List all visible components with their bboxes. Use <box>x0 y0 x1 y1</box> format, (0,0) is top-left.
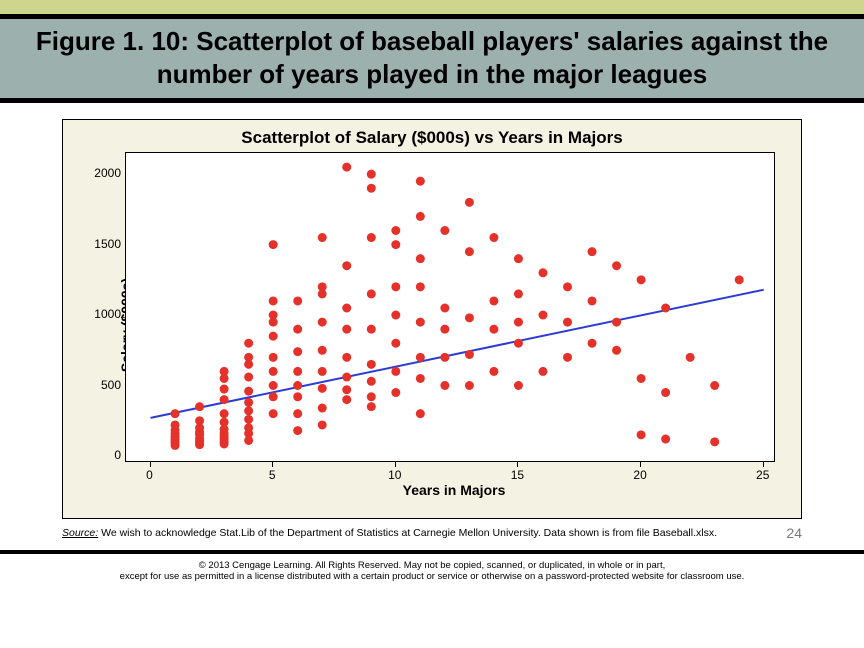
x-tick-label: 10 <box>388 468 401 482</box>
x-tick-mark <box>640 462 641 467</box>
bottom-rule <box>0 550 864 554</box>
plot-region: Salary ($000s) 0500100015002000 05101520… <box>125 152 783 498</box>
x-tick-mark <box>272 462 273 467</box>
x-tick-label: 15 <box>511 468 524 482</box>
y-tick-mark <box>125 174 126 175</box>
y-tick-mark <box>125 245 126 246</box>
x-tick-mark <box>517 462 518 467</box>
y-tick-mark <box>125 386 126 387</box>
copyright-line-1: © 2013 Cengage Learning. All Rights Rese… <box>30 560 834 572</box>
x-tick-label: 0 <box>146 468 153 482</box>
source-note: Source: We wish to acknowledge Stat.Lib … <box>62 527 802 540</box>
x-tick-label: 5 <box>269 468 276 482</box>
page-number: 24 <box>786 525 802 542</box>
source-label: Source: <box>62 527 98 539</box>
x-tick-label: 20 <box>633 468 646 482</box>
x-axis-label: Years in Majors <box>125 482 783 498</box>
y-tick-mark <box>125 456 126 457</box>
y-tick-label: 2000 <box>81 166 121 180</box>
x-tick-mark <box>150 462 151 467</box>
source-text: We wish to acknowledge Stat.Lib of the D… <box>101 527 717 539</box>
y-tick-mark <box>125 315 126 316</box>
copyright-line-2: except for use as permitted in a license… <box>30 571 834 583</box>
figure-title: Figure 1. 10: Scatterplot of baseball pl… <box>12 25 852 90</box>
y-tick-label: 1000 <box>81 307 121 321</box>
title-band: Figure 1. 10: Scatterplot of baseball pl… <box>0 14 864 103</box>
x-tick-label: 25 <box>756 468 769 482</box>
top-accent-bar <box>0 0 864 14</box>
chart-container: Scatterplot of Salary ($000s) vs Years i… <box>62 119 802 519</box>
chart-title: Scatterplot of Salary ($000s) vs Years i… <box>75 128 789 148</box>
scatter-plot <box>125 152 775 462</box>
plot-svg <box>126 153 775 462</box>
y-tick-label: 1500 <box>81 237 121 251</box>
y-tick-label: 0 <box>81 448 121 462</box>
x-tick-mark <box>395 462 396 467</box>
x-tick-mark <box>763 462 764 467</box>
copyright-block: © 2013 Cengage Learning. All Rights Rese… <box>0 560 864 584</box>
y-tick-label: 500 <box>81 378 121 392</box>
chart-outer-panel: Scatterplot of Salary ($000s) vs Years i… <box>62 119 802 519</box>
